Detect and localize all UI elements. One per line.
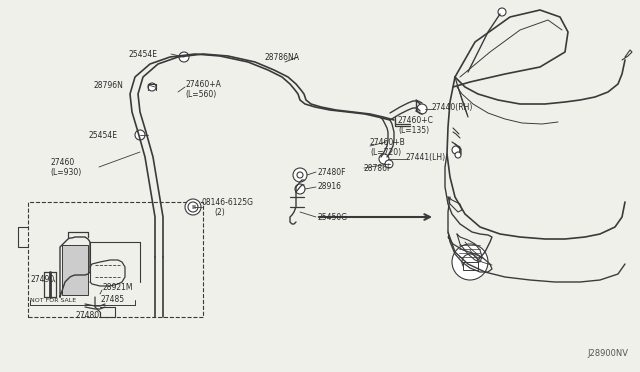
Text: (L=930): (L=930) <box>50 167 81 176</box>
Text: 27490: 27490 <box>30 276 54 285</box>
Text: (L=560): (L=560) <box>185 90 216 99</box>
Text: 25454E: 25454E <box>128 49 157 58</box>
Circle shape <box>297 172 303 178</box>
Circle shape <box>295 184 305 194</box>
Bar <box>463 262 478 270</box>
Text: 28916: 28916 <box>318 182 342 190</box>
Circle shape <box>188 202 198 212</box>
Text: 27460+A: 27460+A <box>185 80 221 89</box>
Text: 25450G: 25450G <box>318 212 348 221</box>
Text: 27460+B: 27460+B <box>370 138 406 147</box>
Text: (L=720): (L=720) <box>370 148 401 157</box>
Circle shape <box>379 154 389 164</box>
Text: 27480: 27480 <box>76 311 100 320</box>
Text: 28796N: 28796N <box>93 80 123 90</box>
Text: NOT FOR SALE: NOT FOR SALE <box>30 298 76 302</box>
Circle shape <box>452 146 460 154</box>
Circle shape <box>462 254 478 270</box>
Text: (2): (2) <box>214 208 225 217</box>
Text: 28921M: 28921M <box>102 282 132 292</box>
Text: 28786NA: 28786NA <box>265 52 300 61</box>
Text: (L=135): (L=135) <box>398 125 429 135</box>
Text: 27441(LH): 27441(LH) <box>406 153 446 161</box>
Text: 27440(RH): 27440(RH) <box>432 103 474 112</box>
Circle shape <box>185 199 201 215</box>
Text: 27460: 27460 <box>50 157 74 167</box>
Circle shape <box>385 160 393 168</box>
Circle shape <box>148 83 156 91</box>
Text: 27480F: 27480F <box>318 167 346 176</box>
Text: 27460+C: 27460+C <box>398 115 434 125</box>
Circle shape <box>498 8 506 16</box>
Text: 25454E: 25454E <box>88 131 117 140</box>
Circle shape <box>135 130 145 140</box>
Text: J28900NV: J28900NV <box>587 350 628 359</box>
Text: 27485: 27485 <box>100 295 124 305</box>
Circle shape <box>455 152 461 158</box>
Bar <box>28 202 203 317</box>
Circle shape <box>417 104 427 114</box>
Circle shape <box>179 52 189 62</box>
Text: 28786F: 28786F <box>364 164 392 173</box>
Text: B: B <box>191 205 195 209</box>
Bar <box>62 245 88 295</box>
Circle shape <box>452 244 488 280</box>
Circle shape <box>293 168 307 182</box>
Text: 08146-6125G: 08146-6125G <box>202 198 254 206</box>
